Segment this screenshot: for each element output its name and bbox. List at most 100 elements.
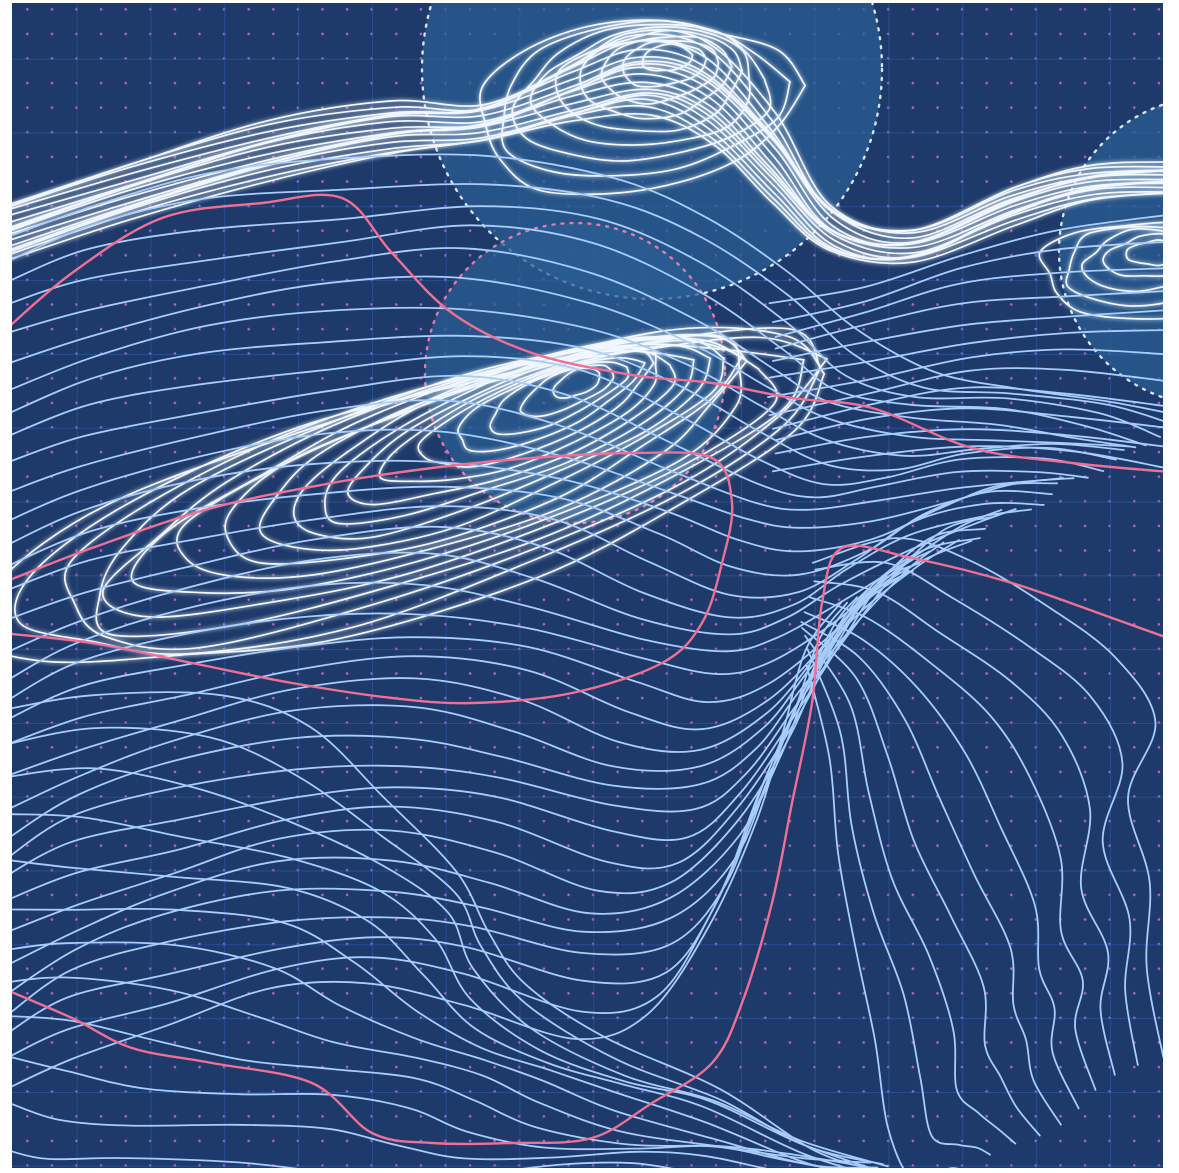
right-peak-ring bbox=[1080, 227, 1163, 293]
index-contour bbox=[12, 193, 1163, 473]
contour-line bbox=[12, 570, 901, 964]
contour-line bbox=[12, 459, 1058, 553]
contour-line bbox=[811, 537, 1163, 1058]
right-peak-ring bbox=[1102, 232, 1163, 278]
contour-line bbox=[12, 502, 1045, 599]
ridge-line bbox=[12, 81, 1163, 249]
contour-line bbox=[809, 596, 1097, 1091]
contour-line bbox=[12, 1150, 674, 1168]
contour-line bbox=[12, 374, 1089, 499]
contour-line bbox=[12, 153, 1163, 413]
ridge-line bbox=[12, 104, 1163, 261]
contour-line bbox=[12, 691, 873, 1168]
center-peak-ring bbox=[102, 335, 778, 618]
contour-line bbox=[12, 247, 1137, 449]
ridge-line bbox=[12, 66, 1163, 246]
contour-line bbox=[12, 859, 850, 1168]
contour-line bbox=[12, 550, 931, 856]
lower-slope bbox=[12, 691, 889, 1168]
ridge-peak-ring bbox=[600, 39, 720, 105]
contour-line bbox=[12, 183, 1163, 422]
ridge-peak-ring bbox=[501, 20, 791, 177]
contour-line bbox=[806, 648, 991, 1156]
contour-line bbox=[12, 537, 981, 744]
contour-line bbox=[12, 569, 914, 900]
contour-line bbox=[800, 621, 1062, 1126]
ridge-line bbox=[12, 48, 1163, 234]
contour-line bbox=[12, 508, 1032, 619]
top-ridge bbox=[12, 19, 1163, 320]
contour-line bbox=[12, 508, 1017, 652]
center-peak-ring bbox=[12, 326, 826, 664]
ridge-line bbox=[12, 94, 1163, 261]
contour-line bbox=[12, 562, 920, 874]
contour-line bbox=[12, 509, 1003, 679]
contour-line bbox=[768, 214, 1163, 305]
ridge-peak-ring bbox=[554, 29, 744, 133]
ridge-peak-ring bbox=[579, 35, 733, 120]
contour-line bbox=[803, 611, 1080, 1110]
focus-circles bbox=[420, 3, 1163, 525]
contour-line bbox=[771, 445, 1163, 473]
contour-line bbox=[813, 580, 1116, 1076]
ridge-line bbox=[12, 73, 1163, 246]
center-peak-ring bbox=[489, 361, 630, 436]
right-peak-ring bbox=[1125, 239, 1163, 267]
right-drainage bbox=[767, 214, 1163, 1168]
ridge-peak-ring bbox=[621, 40, 708, 88]
ridge-line bbox=[12, 62, 1163, 247]
contour-lines bbox=[12, 19, 1163, 1168]
ridge-line bbox=[12, 112, 1163, 265]
center-peak-ring bbox=[224, 337, 743, 565]
center-peak-ring bbox=[346, 345, 677, 506]
center-circle bbox=[423, 221, 727, 525]
index-contour bbox=[12, 544, 1163, 1146]
contour-line bbox=[772, 386, 1163, 430]
contour-line bbox=[12, 941, 879, 1168]
center-peak-ring bbox=[552, 367, 601, 399]
contour-line bbox=[768, 329, 1163, 379]
contour-line bbox=[12, 306, 1125, 457]
contour-line bbox=[767, 348, 1163, 398]
contour-line bbox=[774, 407, 1163, 441]
contour-line bbox=[12, 601, 848, 1057]
contour-line bbox=[12, 570, 909, 932]
contour-line bbox=[804, 634, 1017, 1145]
contour-line bbox=[801, 627, 1041, 1137]
contour-map bbox=[12, 3, 1163, 1168]
contour-line bbox=[12, 907, 829, 1168]
contour-line bbox=[12, 1015, 872, 1168]
contour-line bbox=[12, 355, 1105, 486]
ridge-peak-ring bbox=[529, 26, 751, 146]
contour-line bbox=[772, 241, 1163, 323]
contour-line bbox=[12, 428, 1065, 529]
contour-line bbox=[774, 267, 1163, 338]
contour-line bbox=[774, 290, 1163, 350]
contour-line bbox=[12, 224, 1147, 447]
contour-line bbox=[772, 309, 1163, 362]
contour-line bbox=[12, 334, 1117, 472]
contour-line bbox=[12, 767, 889, 1168]
contour-line bbox=[12, 813, 874, 1168]
contour-line bbox=[12, 485, 1053, 577]
contour-line bbox=[12, 399, 1075, 511]
contour-line bbox=[774, 428, 1163, 455]
index-contour bbox=[12, 451, 734, 705]
index-lines bbox=[12, 193, 1163, 1146]
contour-line bbox=[12, 1103, 767, 1168]
contour-line bbox=[12, 1056, 833, 1168]
contour-line bbox=[768, 367, 1163, 417]
contour-line bbox=[12, 205, 1161, 438]
center-peak-ring bbox=[14, 327, 822, 656]
main-slope bbox=[12, 153, 1163, 1088]
center-peak-ring bbox=[417, 350, 655, 468]
ridge-peak-ring bbox=[479, 19, 807, 196]
topographic-artwork bbox=[12, 3, 1163, 1168]
contour-line bbox=[12, 601, 842, 1088]
contour-line bbox=[12, 275, 1130, 448]
contour-line bbox=[805, 664, 960, 1168]
right-peak-ring bbox=[1065, 225, 1163, 307]
ridge-peak-ring bbox=[641, 43, 694, 72]
contour-line bbox=[814, 560, 1139, 1066]
ridge-line bbox=[12, 33, 1163, 233]
